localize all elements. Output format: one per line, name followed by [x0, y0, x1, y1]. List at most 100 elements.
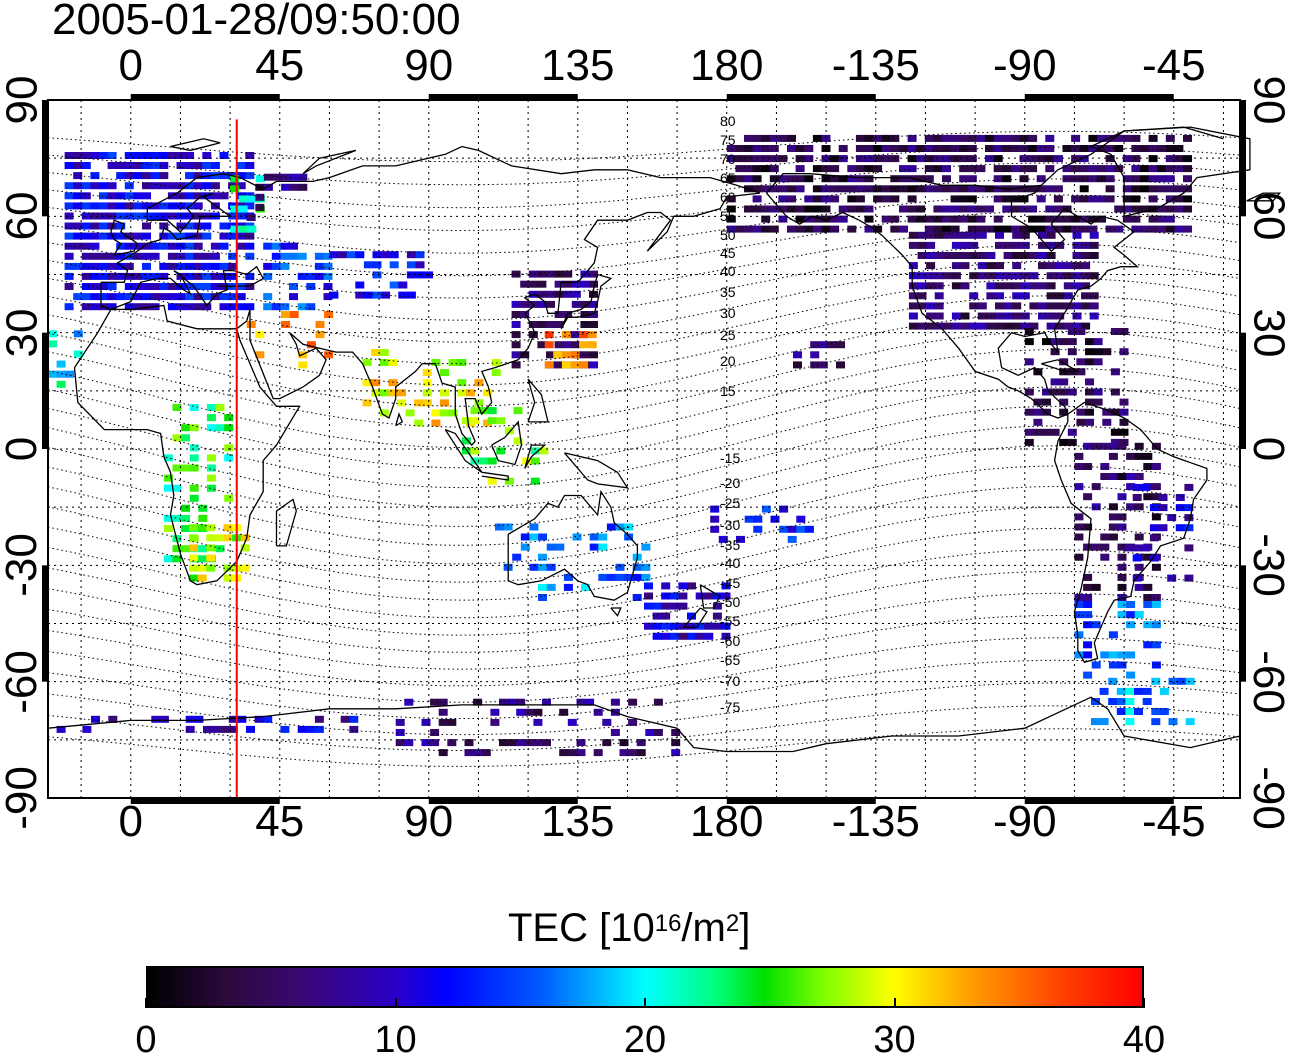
tec-cell [1053, 155, 1063, 163]
tec-cell [65, 370, 75, 378]
tec-cell [73, 182, 83, 190]
tec-cell [1093, 338, 1103, 346]
tec-cell [827, 341, 837, 349]
tec-cell [977, 231, 987, 239]
tec-cell [487, 407, 497, 415]
tec-cell [1159, 708, 1169, 715]
tec-cell [761, 225, 771, 233]
tec-cell [1134, 442, 1144, 450]
tec-cell [561, 331, 571, 339]
tec-cell [830, 185, 840, 193]
tec-cell [228, 293, 238, 301]
tec-cell [362, 359, 372, 366]
contour-label: 35 [720, 284, 736, 300]
tec-cell [1184, 524, 1194, 532]
tec-cell [99, 293, 108, 301]
tec-cell [1151, 708, 1161, 715]
tec-cell [1091, 718, 1100, 726]
tec-cell [787, 134, 796, 142]
tec-cell [1038, 312, 1047, 320]
top-lon-tick-label: -45 [1141, 41, 1206, 90]
tec-cell [116, 252, 126, 260]
tec-cell [116, 192, 126, 200]
contour-label: 75 [720, 132, 736, 148]
tec-cell [976, 205, 986, 213]
tec-cell [1074, 533, 1084, 541]
tec-cell [795, 165, 805, 173]
tec-cell [150, 202, 160, 210]
tec-cell [473, 749, 483, 757]
tec-cell [81, 212, 91, 220]
tec-cell [1131, 134, 1141, 142]
tec-cell [1122, 155, 1132, 163]
tec-cell [474, 379, 484, 387]
tec-cell [769, 225, 779, 233]
tec-cell [406, 261, 416, 269]
tec-cell [315, 331, 325, 339]
tec-cell [414, 419, 424, 427]
frame-bars [42, 94, 1246, 804]
tec-cell [185, 212, 195, 220]
tec-cell [314, 272, 324, 280]
contour-label: 80 [720, 113, 736, 129]
tec-cell [1062, 225, 1072, 233]
bottom-lon-tick-label: 0 [118, 797, 144, 846]
tec-cell [142, 202, 151, 210]
tec-cell [224, 424, 234, 432]
tec-cell [271, 303, 281, 311]
tec-cell [890, 134, 900, 142]
tec-cell [1024, 338, 1034, 346]
tec-cell [589, 533, 599, 541]
tec-cell [210, 262, 220, 270]
tec-cell [247, 225, 257, 233]
tec-cell [598, 573, 608, 581]
magnetic-latitude-contours [47, 130, 1241, 767]
tec-cell [678, 622, 688, 630]
tec-cell [150, 242, 160, 250]
tec-cell [1183, 225, 1192, 233]
tec-cell [1062, 205, 1072, 213]
tec-cell [1105, 134, 1115, 142]
tec-cell [91, 715, 100, 723]
tec-cell [1055, 262, 1065, 270]
tec-cell [397, 389, 406, 397]
tec-cell [1183, 175, 1192, 183]
tec-cell [933, 165, 943, 173]
contour-label: -40 [720, 555, 740, 571]
tec-cell [1158, 504, 1168, 512]
tec-cell [263, 272, 273, 280]
tec-cell [1088, 145, 1098, 152]
tec-cell [1003, 272, 1013, 280]
tec-cell [735, 165, 745, 173]
colorbar-title: TEC [1016/m2] [508, 906, 751, 950]
left-lat-tick-label: 30 [0, 308, 46, 358]
tec-cell [908, 282, 918, 290]
tec-cell [924, 165, 934, 173]
tec-cell [280, 262, 290, 270]
tec-cell [881, 215, 891, 223]
tec-cell [470, 407, 480, 415]
tec-cell [151, 715, 161, 723]
tec-cell [726, 175, 736, 183]
tec-cell [245, 162, 255, 169]
tec-cell [124, 272, 134, 280]
tec-cell [99, 202, 108, 210]
tec-cell [219, 262, 229, 270]
tec-cell [430, 698, 440, 706]
tec-cell [513, 437, 523, 445]
tec-cell [951, 312, 961, 320]
tec-cell [159, 162, 169, 169]
contour-label: -25 [720, 495, 740, 511]
tec-cell [1105, 195, 1115, 203]
tec-cell [198, 504, 208, 512]
tec-cell [830, 225, 840, 233]
tec-cell [372, 271, 382, 279]
tec-cell [778, 175, 788, 183]
tec-cell [159, 182, 169, 190]
tec-cell [1134, 452, 1144, 460]
tec-cell [1100, 553, 1110, 561]
tec-cell [1102, 408, 1112, 416]
tec-cell [704, 622, 714, 630]
tec-cell [176, 283, 186, 290]
tec-cell [579, 361, 589, 369]
